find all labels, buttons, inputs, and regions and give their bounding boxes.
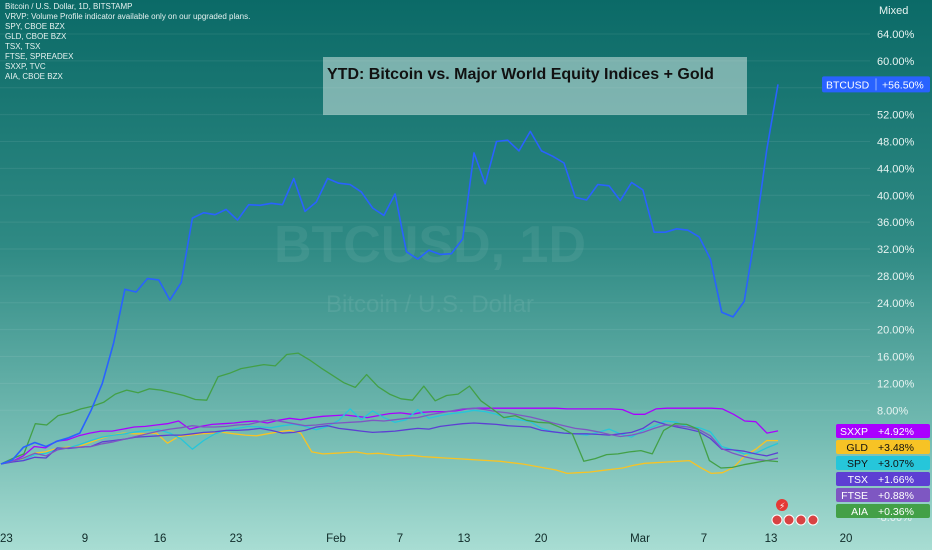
y-tick-label-14: 8.00% bbox=[877, 405, 908, 417]
price-tag-btcusd-value: +56.50% bbox=[882, 79, 924, 91]
price-tag-ftse-value: +0.88% bbox=[878, 490, 914, 502]
price-tag-sxxp-name: SXXP bbox=[840, 426, 868, 438]
price-tag-spy-value: +3.07% bbox=[878, 458, 914, 470]
x-tick-label-1: 9 bbox=[82, 533, 88, 545]
x-tick-label-6: 13 bbox=[458, 533, 471, 545]
price-tag-tsx-name: TSX bbox=[848, 474, 868, 486]
price-tag-btcusd-name: BTCUSD bbox=[826, 79, 870, 91]
y-tick-label-5: 44.00% bbox=[877, 163, 915, 175]
x-tick-label-9: 7 bbox=[701, 533, 707, 545]
price-tag-aia-name: AIA bbox=[851, 506, 868, 518]
y-tick-label-3: 52.00% bbox=[877, 110, 915, 122]
legend-line-5[interactable]: FTSE, SPREADEX bbox=[5, 52, 74, 61]
chart-title: YTD: Bitcoin vs. Major World Equity Indi… bbox=[327, 66, 714, 83]
x-tick-label-0: 23 bbox=[0, 533, 13, 545]
series-line-tsx[interactable] bbox=[1, 421, 778, 464]
x-tick-label-3: 23 bbox=[230, 533, 243, 545]
price-tag-aia-value: +0.36% bbox=[878, 506, 914, 518]
price-tag-sxxp-value: +4.92% bbox=[878, 426, 914, 438]
price-tag-spy-name: SPY bbox=[847, 458, 868, 470]
x-tick-label-8: Mar bbox=[630, 533, 650, 545]
y-tick-label-1: 60.00% bbox=[877, 56, 915, 68]
legend-line-3[interactable]: GLD, CBOE BZX bbox=[5, 32, 67, 41]
legend-line-2[interactable]: SPY, CBOE BZX bbox=[5, 22, 66, 31]
y-tick-label-6: 40.00% bbox=[877, 190, 915, 202]
watermark-name: Bitcoin / U.S. Dollar bbox=[326, 291, 534, 318]
us-flag-icon-2[interactable] bbox=[784, 515, 794, 525]
lightning-glyph: ⚡ bbox=[779, 502, 785, 512]
y-tick-label-9: 28.00% bbox=[877, 271, 915, 283]
x-tick-label-2: 16 bbox=[154, 533, 167, 545]
price-tag-gld-value: +3.48% bbox=[878, 442, 914, 454]
price-tag-gld-name: GLD bbox=[846, 442, 868, 454]
scale-mode-label[interactable]: Mixed bbox=[879, 5, 908, 17]
legend: Bitcoin / U.S. Dollar, 1D, BITSTAMPVRVP:… bbox=[5, 2, 250, 81]
x-tick-label-10: 13 bbox=[765, 533, 778, 545]
y-tick-label-13: 12.00% bbox=[877, 378, 915, 390]
y-tick-label-7: 36.00% bbox=[877, 217, 915, 229]
event-markers[interactable]: ⚡ bbox=[772, 499, 818, 525]
x-tick-label-7: 20 bbox=[535, 533, 548, 545]
y-tick-label-12: 16.00% bbox=[877, 352, 915, 364]
legend-line-4[interactable]: TSX, TSX bbox=[5, 42, 41, 51]
legend-line-7[interactable]: AIA, CBOE BZX bbox=[5, 72, 63, 81]
price-tag-tsx-value: +1.66% bbox=[878, 474, 914, 486]
y-tick-label-0: 64.00% bbox=[877, 29, 915, 41]
series-line-gld[interactable] bbox=[1, 430, 778, 473]
y-tick-label-11: 20.00% bbox=[877, 325, 915, 337]
legend-line-0[interactable]: Bitcoin / U.S. Dollar, 1D, BITSTAMP bbox=[5, 2, 132, 11]
price-tag-ftse-name: FTSE bbox=[841, 490, 868, 502]
x-tick-label-5: 7 bbox=[397, 533, 403, 545]
y-tick-label-10: 24.00% bbox=[877, 298, 915, 310]
x-tick-label-11: 20 bbox=[840, 533, 853, 545]
us-flag-icon-1[interactable] bbox=[772, 515, 782, 525]
y-tick-label-4: 48.00% bbox=[877, 137, 915, 149]
us-flag-icon-4[interactable] bbox=[808, 515, 818, 525]
legend-line-6[interactable]: SXXP, TVC bbox=[5, 62, 46, 71]
legend-line-1[interactable]: VRVP: Volume Profile indicator available… bbox=[5, 12, 250, 21]
us-flag-icon-3[interactable] bbox=[796, 515, 806, 525]
series-layer bbox=[1, 84, 778, 473]
x-axis: 23 9 16 23 Feb 7 13 20 Mar 7 13 20 bbox=[0, 533, 852, 545]
watermark-symbol: BTCUSD, 1D bbox=[274, 216, 586, 274]
y-tick-label-8: 32.00% bbox=[877, 244, 915, 256]
x-tick-label-4: Feb bbox=[326, 533, 346, 545]
